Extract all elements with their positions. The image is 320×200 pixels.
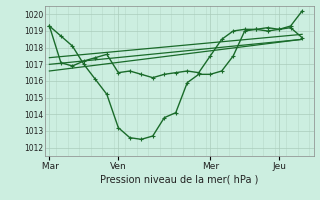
X-axis label: Pression niveau de la mer( hPa ): Pression niveau de la mer( hPa )	[100, 175, 258, 185]
